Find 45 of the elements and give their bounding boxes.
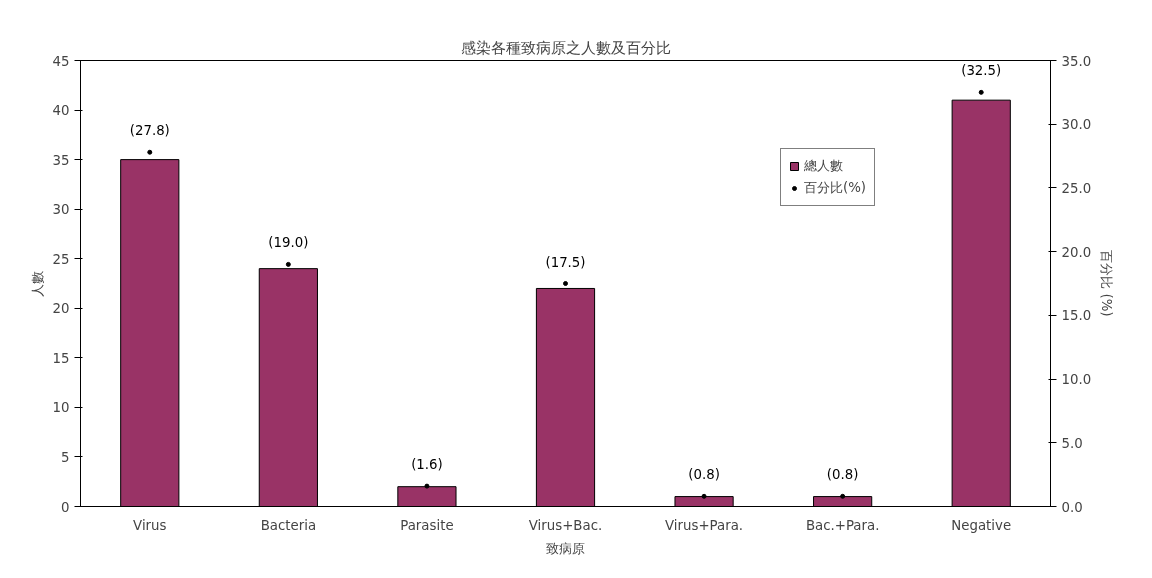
y-tick-label: 45 (52, 53, 70, 69)
y-tick-label: 25 (52, 251, 70, 267)
x-tick-label: Virus (133, 517, 167, 533)
point (978, 89, 984, 95)
x-tick-label: Negative (951, 517, 1012, 533)
legend-label: 總人數 (804, 157, 843, 175)
point (563, 281, 568, 286)
y2-tick-label: 30.0 (1061, 117, 1092, 133)
y-tick-label: 15 (52, 350, 70, 366)
y-tick-label: 20 (52, 301, 70, 317)
y-axis-title: 人數 (29, 270, 45, 297)
y2-tick-label: 35.0 (1061, 53, 1092, 69)
x-tick-label: Bac.+Para. (805, 517, 880, 533)
x-tick-label: Bacteria (260, 517, 317, 533)
x-axis-title: 致病原 (546, 540, 585, 556)
y-tick-label: 30 (52, 202, 70, 218)
x-tick-label: Parasite (400, 517, 454, 533)
y2-tick-label: 10.0 (1061, 372, 1092, 388)
data-label: (1.6) (411, 457, 443, 473)
x-tick-label: Virus+Bac. (528, 517, 603, 533)
y-tick-label: 10 (52, 400, 70, 416)
chart-title: 感染各種致病原之人數及百分比 (460, 38, 671, 56)
data-label: (27.8) (129, 123, 170, 139)
y-tick-label: 40 (52, 103, 70, 119)
x-tick-label: Virus+Para. (665, 517, 744, 533)
point (424, 483, 430, 489)
y-tick-label: 0 (61, 499, 70, 515)
y2-tick-label: 0.0 (1061, 499, 1083, 515)
y2-tick-label: 15.0 (1061, 308, 1092, 324)
data-label: (0.8) (688, 467, 720, 483)
point (840, 493, 846, 499)
point (285, 261, 291, 267)
data-label: (32.5) (961, 63, 1002, 79)
y2-tick-label: 5.0 (1061, 435, 1083, 451)
data-label: (17.5) (545, 254, 586, 270)
data-label: (19.0) (268, 235, 309, 251)
point (701, 493, 707, 499)
y2-tick-label: 20.0 (1061, 244, 1092, 260)
data-label: (0.8) (826, 467, 859, 483)
legend-label: 百分比(%) (804, 179, 867, 197)
y2-axis-title: 百分比 (%) (1099, 250, 1115, 317)
y-tick-label: 5 (61, 449, 70, 465)
y-tick-label: 35 (52, 152, 70, 168)
y2-tick-label: 25.0 (1061, 180, 1092, 196)
point (147, 149, 153, 155)
